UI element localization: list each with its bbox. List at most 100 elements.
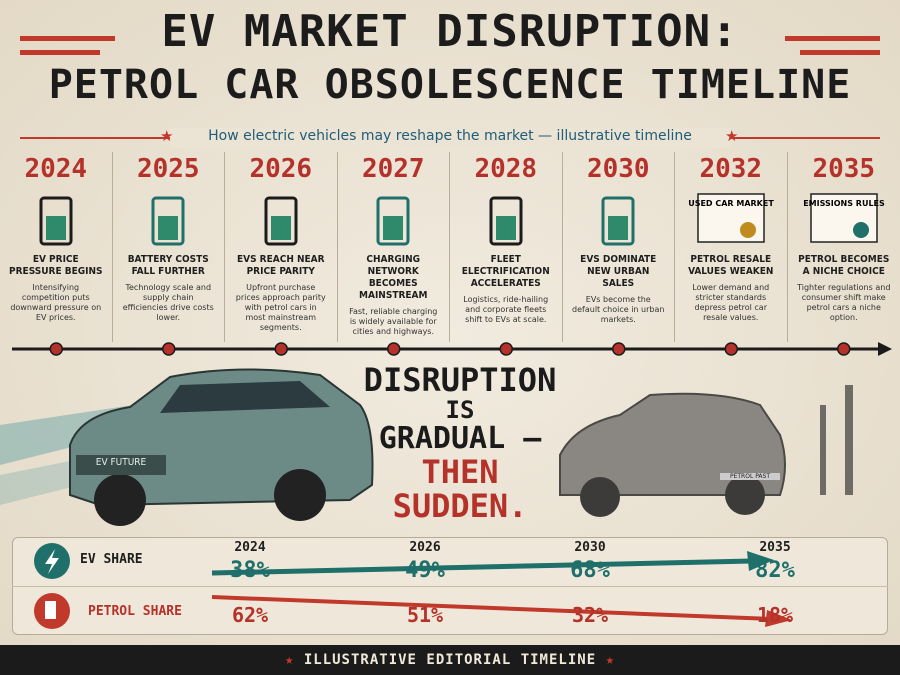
share-year: 2035 (759, 540, 791, 555)
share-year: 2030 (574, 540, 606, 555)
ev-arrowhead (747, 551, 774, 571)
pump (45, 601, 56, 619)
year: 2027 (361, 154, 425, 184)
icon-label: EMISSIONS RULES (803, 199, 885, 208)
slogan: DISRUPTION IS GRADUAL — THEN SUDDEN. (360, 362, 560, 524)
year: 2025 (136, 154, 200, 184)
step-icon (376, 196, 410, 246)
icon-fill (383, 216, 404, 240)
stripe (20, 36, 115, 41)
icon-fill (45, 216, 66, 240)
petrol-trend (211, 595, 773, 621)
ev-share: 68% (570, 558, 610, 583)
icon-body (151, 196, 185, 246)
step-text: Intensifying competition puts downward p… (10, 283, 102, 322)
timeline-step: 2026 EVS REACH NEAR PRICE PARITY Upfront p… (225, 152, 338, 342)
timeline-dot (499, 342, 513, 356)
ev-window (160, 381, 330, 413)
wheel (274, 469, 326, 521)
stripe (800, 50, 880, 55)
timeline-dot (387, 342, 401, 356)
icon-body (264, 196, 298, 246)
step-heading: FLEET ELECTRIFICATION ACCELERATES (461, 254, 550, 289)
icon-body (601, 196, 635, 246)
timeline-step: 2030 EVS DOMINATE NEW URBAN SALES EVs beco… (563, 152, 675, 342)
step-text: Logistics, ride-hailing and corporate fl… (463, 295, 549, 324)
step-icon (151, 196, 185, 246)
petrol-share: 32% (571, 603, 609, 627)
icon-fill (270, 216, 291, 240)
ev-share: 38% (230, 558, 270, 583)
icon-fill (608, 216, 629, 240)
slogan-line: THEN (421, 453, 499, 491)
step-text: Upfront purchase prices approach parity … (235, 283, 326, 332)
title: EV MARKET DISRUPTION: (161, 6, 739, 57)
petrol-share: 62% (231, 603, 269, 627)
ev-trend (211, 558, 753, 576)
smokestack (845, 385, 853, 495)
share-graphic (34, 543, 792, 629)
petrol-arrowhead (765, 610, 792, 627)
step-text: Fast, reliable charging is widely availa… (349, 307, 438, 336)
year: 2035 (812, 154, 876, 184)
badge-plate (76, 455, 166, 475)
year: 2024 (24, 154, 88, 184)
step-heading: CHARGING NETWORK BECOMES MAINSTREAM (359, 254, 428, 301)
step-heading: EVS REACH NEAR PRICE PARITY (236, 254, 325, 277)
title: PETROL CAR OBSOLESCENCE TIMELINE (48, 62, 852, 108)
timeline-dot (837, 342, 851, 356)
step-heading: BATTERY COSTS FALL FURTHER (127, 254, 209, 277)
year: 2026 (249, 154, 313, 184)
stripe (20, 50, 100, 55)
footer: ★ ILLUSTRATIVE EDITORIAL TIMELINE ★ (0, 645, 900, 675)
star: ★ (284, 652, 304, 668)
step-text: Tighter regulations and consumer shift m… (797, 283, 891, 322)
step-text: Lower demand and stricter standards depr… (692, 283, 770, 322)
icon-fill (158, 216, 179, 240)
shares: 2024 38% 62% 2026 49% 51% 2030 68% 32% 2035 82% 18% (0, 537, 900, 635)
badge: PETROL PAST (720, 473, 780, 480)
scene (0, 342, 892, 526)
divider (12, 586, 888, 587)
timeline-dot (612, 342, 626, 356)
year: 2028 (474, 154, 538, 184)
share-year: 2026 (409, 540, 441, 555)
ev-label: EV SHARE (80, 552, 143, 567)
step-icon: USED CAR MARKET (688, 193, 774, 243)
petrol-label: PETROL SHARE (88, 604, 182, 619)
timeline-step: 2028 FLEET ELECTRIFICATION ACCELERATES Log… (450, 152, 563, 342)
step-icon (264, 196, 298, 246)
slogan-line: SUDDEN. (392, 487, 528, 525)
ev-share: 82% (755, 558, 795, 583)
petrol-car (559, 392, 786, 496)
timeline-step: 2025 BATTERY COSTS FALL FURTHER Technology… (113, 152, 225, 342)
timeline: 2024 EV PRICE PRESSURE BEGINS Intensifying… (0, 152, 891, 342)
subtitle: How electric vehicles may reshape the ma… (170, 128, 730, 148)
timeline-step: 2024 EV PRICE PRESSURE BEGINS Intensifying… (0, 152, 113, 342)
wheel (725, 475, 765, 515)
step-heading: EVS DOMINATE NEW URBAN SALES (580, 254, 657, 289)
timeline-step: 2032 USED CAR MARKET PETROL RESALE VALUES … (675, 152, 788, 342)
step-text: EVs become the default choice in urban m… (572, 295, 665, 324)
timeline-step: 2027 CHARGING NETWORK BECOMES MAINSTREAM F… (338, 152, 450, 342)
icon-body (39, 196, 73, 246)
smokestack (820, 405, 826, 495)
slogan-line: GRADUAL — (378, 421, 542, 456)
slogan-line: IS (445, 396, 475, 424)
icon-body (489, 196, 523, 246)
step-icon (39, 196, 73, 246)
petrol-share: 18% (756, 603, 794, 627)
icon-fill (495, 216, 516, 240)
wheel (94, 474, 146, 526)
step-icon (489, 196, 523, 246)
step-icon: EMISSIONS RULES (803, 193, 885, 243)
ev-share: 49% (405, 558, 445, 583)
step-heading: PETROL BECOMES A NICHE CHOICE (798, 254, 890, 277)
slogan-line: DISRUPTION (363, 361, 557, 399)
petrol-share: 51% (406, 603, 444, 627)
step-heading: EV PRICE PRESSURE BEGINS (9, 254, 103, 277)
timeline-dot (274, 342, 288, 356)
year: 2032 (699, 154, 763, 184)
star: ★ (596, 652, 615, 668)
